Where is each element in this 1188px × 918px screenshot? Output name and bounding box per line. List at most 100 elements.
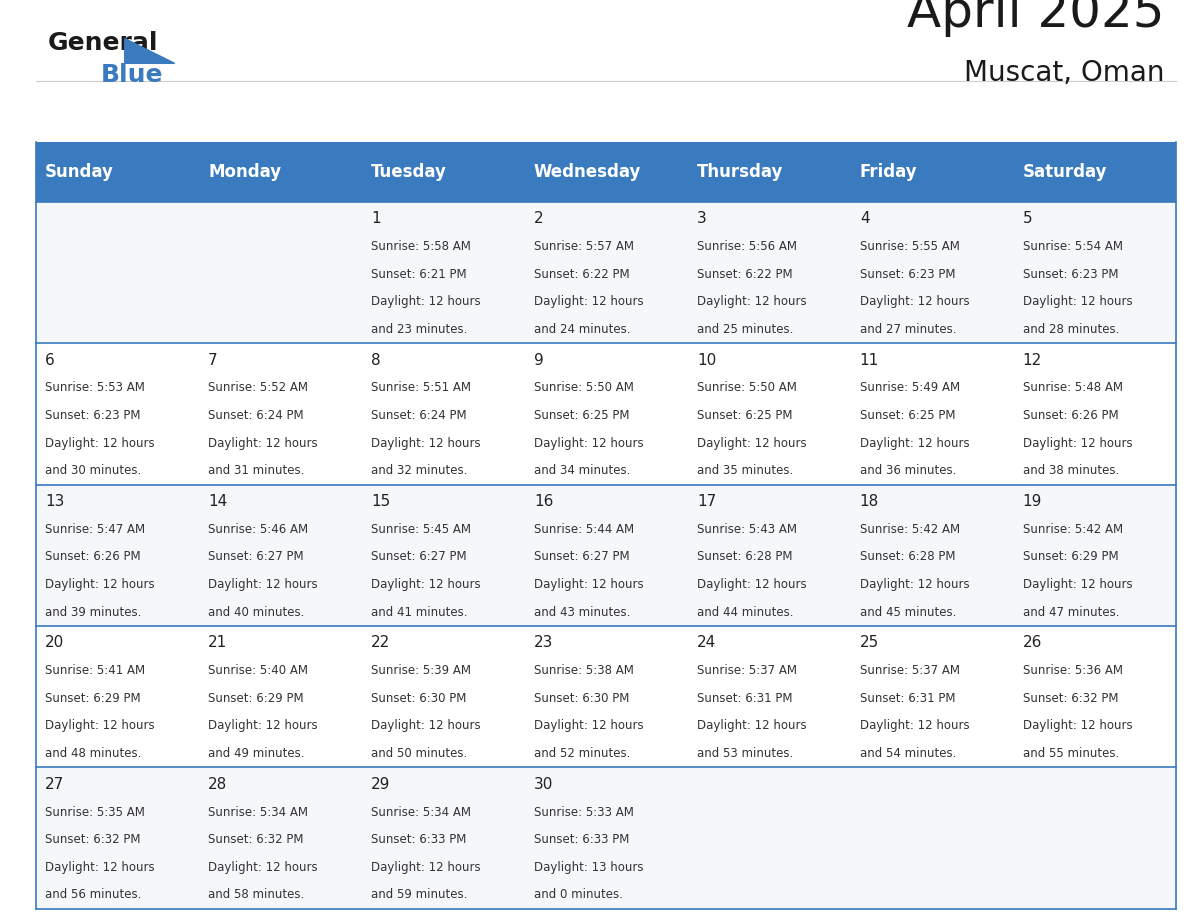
Text: and 47 minutes.: and 47 minutes. <box>1023 606 1119 619</box>
Text: Daylight: 12 hours: Daylight: 12 hours <box>533 578 644 591</box>
Text: and 58 minutes.: and 58 minutes. <box>208 889 304 901</box>
Text: Sunrise: 5:42 AM: Sunrise: 5:42 AM <box>1023 523 1123 536</box>
Text: and 23 minutes.: and 23 minutes. <box>371 323 467 336</box>
Text: Tuesday: Tuesday <box>371 163 447 181</box>
Text: and 38 minutes.: and 38 minutes. <box>1023 465 1119 477</box>
Text: and 44 minutes.: and 44 minutes. <box>697 606 794 619</box>
Text: Daylight: 12 hours: Daylight: 12 hours <box>533 720 644 733</box>
Text: 8: 8 <box>371 353 380 367</box>
Text: Sunset: 6:30 PM: Sunset: 6:30 PM <box>533 692 630 705</box>
Text: Daylight: 12 hours: Daylight: 12 hours <box>860 578 969 591</box>
Text: 24: 24 <box>697 635 716 650</box>
Text: and 48 minutes.: and 48 minutes. <box>45 747 141 760</box>
FancyBboxPatch shape <box>36 485 1176 626</box>
Text: Sunrise: 5:42 AM: Sunrise: 5:42 AM <box>860 523 960 536</box>
Text: Daylight: 12 hours: Daylight: 12 hours <box>45 578 154 591</box>
Text: Sunset: 6:23 PM: Sunset: 6:23 PM <box>860 268 955 281</box>
Text: and 50 minutes.: and 50 minutes. <box>371 747 467 760</box>
Polygon shape <box>125 39 175 63</box>
Text: Sunset: 6:24 PM: Sunset: 6:24 PM <box>208 409 304 422</box>
Text: Sunrise: 5:49 AM: Sunrise: 5:49 AM <box>860 382 960 395</box>
Text: Sunrise: 5:34 AM: Sunrise: 5:34 AM <box>208 806 308 819</box>
Text: and 27 minutes.: and 27 minutes. <box>860 323 956 336</box>
Text: and 52 minutes.: and 52 minutes. <box>533 747 631 760</box>
Text: Sunset: 6:32 PM: Sunset: 6:32 PM <box>45 834 140 846</box>
Text: Sunrise: 5:41 AM: Sunrise: 5:41 AM <box>45 665 145 677</box>
Text: and 24 minutes.: and 24 minutes. <box>533 323 631 336</box>
Text: 26: 26 <box>1023 635 1042 650</box>
Text: and 35 minutes.: and 35 minutes. <box>697 465 794 477</box>
Text: Daylight: 12 hours: Daylight: 12 hours <box>371 437 481 450</box>
Text: 4: 4 <box>860 211 870 226</box>
Text: Monday: Monday <box>208 163 282 181</box>
Text: Sunrise: 5:33 AM: Sunrise: 5:33 AM <box>533 806 633 819</box>
Text: Sunrise: 5:37 AM: Sunrise: 5:37 AM <box>697 665 797 677</box>
Text: 17: 17 <box>697 494 716 509</box>
FancyBboxPatch shape <box>36 626 1176 767</box>
Text: and 43 minutes.: and 43 minutes. <box>533 606 631 619</box>
Text: Sunrise: 5:48 AM: Sunrise: 5:48 AM <box>1023 382 1123 395</box>
Text: Blue: Blue <box>101 63 164 87</box>
Text: Sunset: 6:28 PM: Sunset: 6:28 PM <box>697 551 792 564</box>
Text: Daylight: 12 hours: Daylight: 12 hours <box>371 720 481 733</box>
Text: Daylight: 12 hours: Daylight: 12 hours <box>697 578 807 591</box>
Text: Sunrise: 5:39 AM: Sunrise: 5:39 AM <box>371 665 470 677</box>
Text: Sunset: 6:29 PM: Sunset: 6:29 PM <box>1023 551 1118 564</box>
Text: Sunrise: 5:58 AM: Sunrise: 5:58 AM <box>371 241 470 253</box>
Text: Daylight: 12 hours: Daylight: 12 hours <box>371 861 481 874</box>
Text: 12: 12 <box>1023 353 1042 367</box>
Text: General: General <box>48 31 158 55</box>
Text: Sunset: 6:23 PM: Sunset: 6:23 PM <box>1023 268 1118 281</box>
Text: 9: 9 <box>533 353 544 367</box>
Text: Sunrise: 5:40 AM: Sunrise: 5:40 AM <box>208 665 308 677</box>
Text: Sunrise: 5:43 AM: Sunrise: 5:43 AM <box>697 523 797 536</box>
FancyBboxPatch shape <box>36 767 1176 909</box>
Text: Friday: Friday <box>860 163 917 181</box>
Text: Sunrise: 5:34 AM: Sunrise: 5:34 AM <box>371 806 470 819</box>
Text: Daylight: 12 hours: Daylight: 12 hours <box>371 296 481 308</box>
Text: Sunrise: 5:47 AM: Sunrise: 5:47 AM <box>45 523 145 536</box>
Text: 22: 22 <box>371 635 390 650</box>
Text: Sunset: 6:25 PM: Sunset: 6:25 PM <box>533 409 630 422</box>
Text: Sunset: 6:25 PM: Sunset: 6:25 PM <box>697 409 792 422</box>
Text: Sunset: 6:33 PM: Sunset: 6:33 PM <box>533 834 630 846</box>
Text: 20: 20 <box>45 635 64 650</box>
Text: Sunrise: 5:57 AM: Sunrise: 5:57 AM <box>533 241 634 253</box>
Text: Sunrise: 5:45 AM: Sunrise: 5:45 AM <box>371 523 470 536</box>
Text: Sunrise: 5:50 AM: Sunrise: 5:50 AM <box>697 382 797 395</box>
Text: Sunset: 6:29 PM: Sunset: 6:29 PM <box>45 692 140 705</box>
Text: Wednesday: Wednesday <box>533 163 642 181</box>
Text: and 32 minutes.: and 32 minutes. <box>371 465 467 477</box>
Text: and 25 minutes.: and 25 minutes. <box>697 323 794 336</box>
Text: and 54 minutes.: and 54 minutes. <box>860 747 956 760</box>
Text: 11: 11 <box>860 353 879 367</box>
Text: 19: 19 <box>1023 494 1042 509</box>
Text: 15: 15 <box>371 494 390 509</box>
Text: 1: 1 <box>371 211 380 226</box>
Text: Daylight: 12 hours: Daylight: 12 hours <box>860 720 969 733</box>
Text: Daylight: 13 hours: Daylight: 13 hours <box>533 861 644 874</box>
Text: Sunrise: 5:37 AM: Sunrise: 5:37 AM <box>860 665 960 677</box>
Text: Daylight: 12 hours: Daylight: 12 hours <box>1023 296 1132 308</box>
Text: Sunset: 6:27 PM: Sunset: 6:27 PM <box>533 551 630 564</box>
Text: Daylight: 12 hours: Daylight: 12 hours <box>860 296 969 308</box>
Text: 18: 18 <box>860 494 879 509</box>
Text: Sunset: 6:26 PM: Sunset: 6:26 PM <box>1023 409 1118 422</box>
Text: 28: 28 <box>208 777 227 791</box>
Text: Daylight: 12 hours: Daylight: 12 hours <box>860 437 969 450</box>
Text: 13: 13 <box>45 494 64 509</box>
Text: Sunset: 6:31 PM: Sunset: 6:31 PM <box>860 692 955 705</box>
Text: Daylight: 12 hours: Daylight: 12 hours <box>371 578 481 591</box>
Text: 29: 29 <box>371 777 391 791</box>
Text: Sunset: 6:29 PM: Sunset: 6:29 PM <box>208 692 304 705</box>
Text: Sunset: 6:26 PM: Sunset: 6:26 PM <box>45 551 140 564</box>
Text: and 45 minutes.: and 45 minutes. <box>860 606 956 619</box>
Text: 7: 7 <box>208 353 217 367</box>
Text: April 2025: April 2025 <box>906 0 1164 37</box>
Text: 2: 2 <box>533 211 544 226</box>
Text: 27: 27 <box>45 777 64 791</box>
Text: Daylight: 12 hours: Daylight: 12 hours <box>533 296 644 308</box>
Text: Sunset: 6:23 PM: Sunset: 6:23 PM <box>45 409 140 422</box>
Text: Sunset: 6:22 PM: Sunset: 6:22 PM <box>697 268 792 281</box>
Text: Daylight: 12 hours: Daylight: 12 hours <box>208 861 317 874</box>
